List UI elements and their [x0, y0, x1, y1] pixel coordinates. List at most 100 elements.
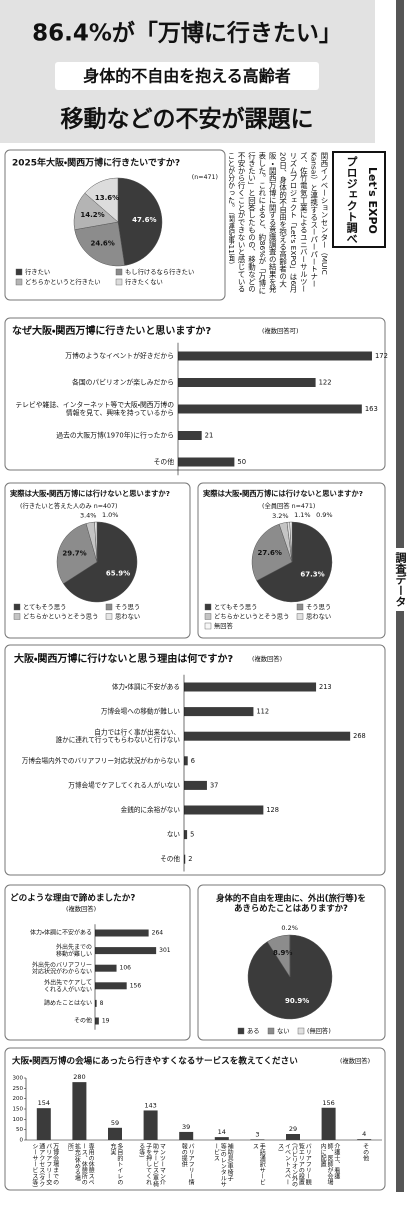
text-line: くれる人がいない	[44, 985, 92, 993]
category-label: 万博会場までのバリアフリー交通アクセス(タクシーサービス等)	[30, 1143, 59, 1188]
category-label: 外出先でケアしてくれる人がいない	[44, 978, 92, 993]
slice-label: 8.9%	[273, 949, 292, 957]
chart-title: 実際は大阪・関西万博には行けないと思いますか?	[203, 489, 363, 498]
value-label: 19	[102, 1018, 110, 1025]
category-label: 体力・体調に不安がある	[30, 929, 92, 937]
slice-label: 1.1%	[294, 511, 311, 519]
value-label: 8	[100, 1000, 104, 1007]
legend-swatch	[204, 622, 212, 630]
source-line: Let's EXPO	[366, 166, 379, 234]
text-line: 身体的不自由を理由に、外出(旅行等)を	[216, 893, 366, 903]
text-line: 外出先のバリアフリー	[32, 960, 92, 968]
text-line: 対応状況がわからない	[32, 967, 92, 975]
text-line: テレビや雑誌、インターネット等で大阪・関西万博の	[15, 400, 174, 409]
category-label: バリアフリー観覧エリアの設置(パビリオン外のイベントスペース)	[276, 1143, 312, 1188]
slice-label: 3.2%	[272, 512, 289, 520]
bar	[95, 929, 149, 937]
category-label: その他	[361, 1143, 369, 1161]
category-label: 外出先のバリアフリー対応状況がわからない	[32, 960, 92, 975]
legend-label: 思わない	[306, 613, 331, 621]
pie-slice	[84, 177, 119, 223]
chart-note: (複数回答)	[66, 904, 96, 913]
legend-swatch	[115, 268, 123, 276]
slice-label: 0.2%	[281, 924, 298, 932]
legend-swatch	[15, 268, 23, 276]
bar	[357, 1139, 372, 1140]
legend-label: とてもそう思う	[23, 603, 66, 611]
slice-label: 24.6%	[90, 239, 114, 247]
value-label: 122	[319, 379, 332, 387]
legend-label: 行きたい	[25, 267, 50, 276]
article-body: 関西イノベーションセンター（MUIC Kansai）と連携するスーパーパートナー…	[229, 152, 329, 295]
headline: 移動などの不安が課題に	[61, 106, 314, 133]
value-label: 156	[322, 1099, 334, 1107]
text-line: あきらめたことはありますか?	[234, 902, 348, 912]
y-tick-label: 100	[13, 1117, 24, 1123]
legend-swatch	[296, 613, 304, 620]
pie-slice	[74, 221, 125, 267]
pie-slice	[256, 521, 333, 603]
bar	[72, 1082, 87, 1140]
legend-swatch	[115, 278, 123, 286]
chart-frame	[4, 317, 386, 471]
value-label: 143	[144, 1101, 156, 1109]
value-label: 106	[120, 965, 132, 972]
bar	[184, 854, 186, 864]
legend-label: どちらかというとそう思う	[214, 613, 289, 621]
slice-label: 0.9%	[316, 511, 333, 519]
value-label: 154	[38, 1099, 50, 1107]
value-label: 163	[365, 405, 378, 413]
value-label: 39	[182, 1123, 190, 1131]
y-tick-label: 0	[20, 1138, 24, 1144]
slice-label: 3.4%	[80, 512, 97, 520]
bar	[286, 1134, 300, 1140]
slice-label: 90.9%	[285, 997, 309, 1005]
legend-swatch	[204, 603, 212, 611]
pie-slice	[94, 521, 98, 563]
legend-label: もし行けるなら行きたい	[125, 267, 194, 276]
legend-label: そう思う	[115, 603, 140, 611]
slice-label: 29.7%	[62, 550, 86, 558]
y-tick-label: 200	[13, 1096, 24, 1102]
slice-label: 65.9%	[106, 569, 130, 577]
chart-note: (複数回答)	[252, 654, 282, 663]
section-label: 調査データ	[391, 548, 409, 611]
value-label: 5	[190, 831, 194, 839]
headline-box	[55, 62, 319, 90]
pie-slice	[63, 521, 138, 603]
bar	[95, 964, 117, 972]
headline: 身体的不自由を抱える高齢者	[83, 67, 291, 86]
category-label: ない	[167, 831, 181, 839]
bar	[184, 756, 188, 766]
bar	[178, 378, 316, 387]
pie-slice	[117, 177, 163, 266]
category-label: テレビや雑誌、インターネット等で大阪・関西万博の情報を見て、興味を持っているから	[15, 400, 174, 417]
text-line: 移動が難しい	[56, 950, 92, 958]
category-label: その他	[154, 457, 175, 466]
category-label: 専用の休憩スペース、休憩所の拡充(休める場所)	[66, 1143, 95, 1185]
chart-title: 身体的不自由を理由に、外出(旅行等)をあきらめたことはありますか?	[216, 893, 366, 913]
bar	[178, 404, 362, 414]
y-tick-label: 150	[13, 1107, 24, 1113]
category-label: 自力では行く事が出来ない、誰かに連れて行ってもらわないと行けない	[56, 727, 181, 744]
slice-label: 14.2%	[80, 211, 104, 219]
legend-label: 無回答	[214, 621, 234, 630]
source-line: プロジェクト調べ	[345, 156, 359, 244]
value-label: 172	[375, 352, 388, 360]
legend-label: とてもそう思う	[214, 603, 257, 611]
value-label: 6	[191, 757, 195, 765]
source-box	[332, 151, 386, 248]
value-label: 268	[353, 732, 366, 740]
legend-swatch	[267, 1027, 275, 1035]
bar	[36, 1108, 51, 1140]
bar	[184, 682, 317, 692]
category-label: 金銭的に余裕がない	[121, 805, 181, 814]
y-tick-label: 300	[13, 1076, 24, 1082]
chart-title: 実際は大阪・関西万博には行けないと思いますか?	[10, 489, 170, 498]
value-label: 280	[73, 1073, 85, 1081]
bar	[179, 1131, 194, 1140]
legend-label: どちらかというと行きたい	[25, 277, 101, 286]
bar	[95, 1017, 99, 1025]
chart-note: (複数回答)	[340, 1056, 370, 1065]
